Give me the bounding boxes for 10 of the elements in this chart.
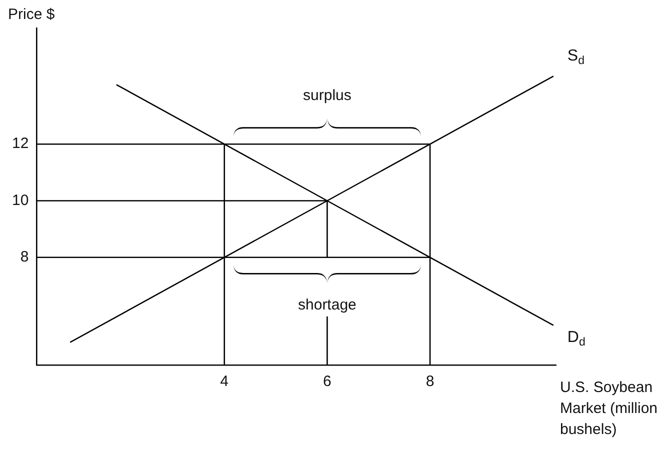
x-tick-label: 4 — [220, 373, 229, 390]
x-tick-label: 8 — [426, 373, 434, 390]
y-tick-label: 12 — [12, 135, 29, 152]
annotation: surplus — [303, 87, 352, 104]
y-tick-label: 8 — [20, 248, 29, 266]
x-axis-title: U.S. Soybean Market (million bushels) — [560, 378, 659, 440]
annotation: shortage — [298, 296, 356, 314]
x-tick-label: 6 — [323, 373, 332, 390]
y-tick-label: 10 — [12, 192, 29, 209]
y-axis-title: Price $ — [8, 6, 55, 23]
